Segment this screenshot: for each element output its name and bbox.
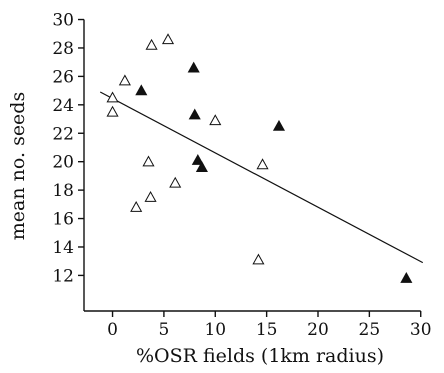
- y-tick-label: 14: [52, 238, 74, 258]
- y-tick-label: 18: [52, 181, 74, 201]
- open-triangle-point: [144, 190, 157, 202]
- open-triangle-point: [252, 253, 265, 265]
- open-triangle-point: [161, 33, 175, 45]
- x-tick-label: 5: [158, 320, 169, 340]
- y-tick-label: 28: [52, 39, 74, 59]
- y-tick-label: 12: [52, 266, 74, 286]
- y-tick-label: 22: [52, 124, 74, 144]
- filled-triangle-point: [272, 119, 286, 131]
- trendline-layer: [99, 91, 424, 264]
- open-triangle-point: [106, 105, 119, 117]
- y-axis-title: mean no. seeds: [7, 92, 29, 240]
- open-triangle-point: [169, 176, 182, 188]
- y-tick-label: 16: [52, 210, 74, 230]
- filled-triangle-point: [135, 84, 148, 96]
- axes: 12 14 16 18 20 22 24 26 28 30 0 5 10 15 20 25 30: [52, 11, 431, 340]
- open-triangle-point: [256, 158, 269, 170]
- open-triangle-point: [130, 200, 143, 212]
- y-tick-label: 24: [52, 96, 74, 116]
- filled-triangle-point: [188, 108, 201, 120]
- open-triangle-point: [142, 155, 155, 167]
- open-triangle-point: [209, 114, 222, 126]
- filled-triangle-point: [195, 161, 208, 173]
- x-tick-label: 25: [359, 320, 381, 340]
- open-triangle-point: [106, 91, 119, 103]
- x-tick-label: 30: [410, 320, 432, 340]
- open-triangle-point: [118, 74, 131, 86]
- y-tick-label: 26: [52, 67, 74, 87]
- x-tick-label: 20: [307, 320, 329, 340]
- x-tick-label: 15: [256, 320, 278, 340]
- y-tick-label: 30: [52, 11, 74, 31]
- filled-triangle-point: [187, 61, 200, 73]
- data-points: [106, 33, 413, 283]
- x-tick-label: 10: [204, 320, 226, 340]
- trendline: [99, 91, 424, 264]
- y-tick-label: 20: [52, 153, 74, 173]
- x-tick-label: 0: [107, 320, 118, 340]
- open-triangle-point: [145, 38, 158, 50]
- filled-triangle-point: [191, 154, 204, 165]
- x-axis-title: %OSR fields (1km radius): [136, 345, 384, 367]
- filled-triangle-point: [400, 272, 413, 283]
